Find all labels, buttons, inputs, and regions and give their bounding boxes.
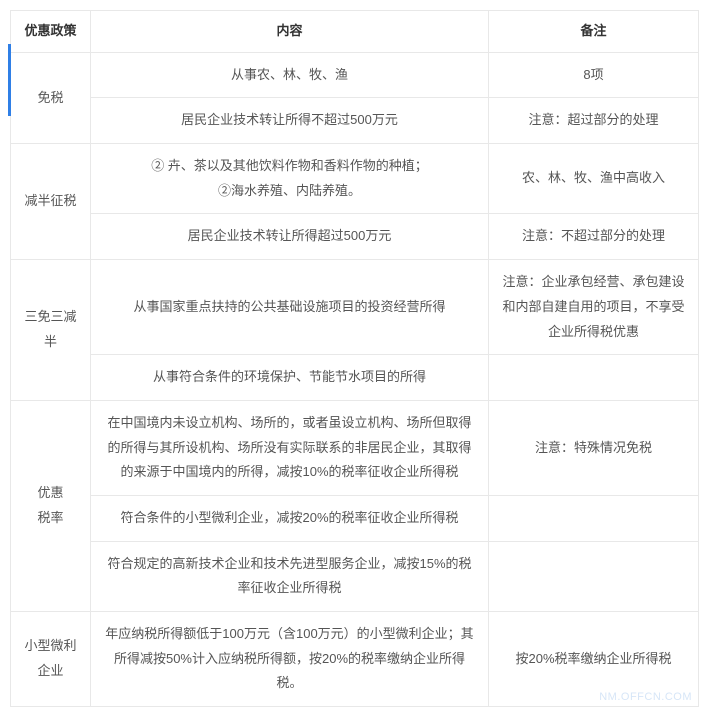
policy-cell: 免税 bbox=[11, 52, 91, 143]
policy-cell: 三免三减半 bbox=[11, 260, 91, 401]
table-row: 减半征税 ② 卉、茶以及其他饮料作物和香料作物的种植；②海水养殖、内陆养殖。 农… bbox=[11, 144, 699, 214]
note-cell: 注意：特殊情况免税 bbox=[489, 400, 699, 495]
content-cell: ② 卉、茶以及其他饮料作物和香料作物的种植；②海水养殖、内陆养殖。 bbox=[91, 144, 489, 214]
table-row: 小型微利企业 年应纳税所得额低于100万元（含100万元）的小型微利企业；其所得… bbox=[11, 612, 699, 707]
content-cell: 符合规定的高新技术企业和技术先进型服务企业，减按15%的税率征收企业所得税 bbox=[91, 541, 489, 611]
note-cell bbox=[489, 355, 699, 401]
header-note: 备注 bbox=[489, 11, 699, 53]
content-cell: 在中国境内未设立机构、场所的，或者虽设立机构、场所但取得的所得与其所设机构、场所… bbox=[91, 400, 489, 495]
content-cell: 从事国家重点扶持的公共基础设施项目的投资经营所得 bbox=[91, 260, 489, 355]
content-cell: 从事符合条件的环境保护、节能节水项目的所得 bbox=[91, 355, 489, 401]
table-row: 居民企业技术转让所得超过500万元 注意：不超过部分的处理 bbox=[11, 214, 699, 260]
table-header-row: 优惠政策 内容 备注 bbox=[11, 11, 699, 53]
table-row: 优惠税率 在中国境内未设立机构、场所的，或者虽设立机构、场所但取得的所得与其所设… bbox=[11, 400, 699, 495]
note-cell: 8项 bbox=[489, 52, 699, 98]
table-row: 三免三减半 从事国家重点扶持的公共基础设施项目的投资经营所得 注意：企业承包经营… bbox=[11, 260, 699, 355]
note-cell: 注意：超过部分的处理 bbox=[489, 98, 699, 144]
accent-bar bbox=[8, 44, 11, 116]
policy-table: 优惠政策 内容 备注 免税 从事农、林、牧、渔 8项 居民企业技术转让所得不超过… bbox=[10, 10, 699, 707]
content-cell: 居民企业技术转让所得超过500万元 bbox=[91, 214, 489, 260]
content-cell: 从事农、林、牧、渔 bbox=[91, 52, 489, 98]
policy-table-wrap: 优惠政策 内容 备注 免税 从事农、林、牧、渔 8项 居民企业技术转让所得不超过… bbox=[10, 10, 698, 707]
content-cell: 符合条件的小型微利企业，减按20%的税率征收企业所得税 bbox=[91, 495, 489, 541]
policy-cell: 减半征税 bbox=[11, 144, 91, 260]
note-cell: 注意：企业承包经营、承包建设和内部自建自用的项目，不享受企业所得税优惠 bbox=[489, 260, 699, 355]
table-row: 免税 从事农、林、牧、渔 8项 bbox=[11, 52, 699, 98]
header-content: 内容 bbox=[91, 11, 489, 53]
table-row: 符合条件的小型微利企业，减按20%的税率征收企业所得税 bbox=[11, 495, 699, 541]
policy-cell: 小型微利企业 bbox=[11, 612, 91, 707]
content-cell: 年应纳税所得额低于100万元（含100万元）的小型微利企业；其所得减按50%计入… bbox=[91, 612, 489, 707]
table-row: 居民企业技术转让所得不超过500万元 注意：超过部分的处理 bbox=[11, 98, 699, 144]
header-policy: 优惠政策 bbox=[11, 11, 91, 53]
watermark: NM.OFFCN.COM bbox=[599, 691, 692, 703]
table-row: 符合规定的高新技术企业和技术先进型服务企业，减按15%的税率征收企业所得税 bbox=[11, 541, 699, 611]
policy-cell: 优惠税率 bbox=[11, 400, 91, 611]
note-cell bbox=[489, 541, 699, 611]
content-cell: 居民企业技术转让所得不超过500万元 bbox=[91, 98, 489, 144]
note-cell bbox=[489, 495, 699, 541]
note-cell: 注意：不超过部分的处理 bbox=[489, 214, 699, 260]
note-cell: 农、林、牧、渔中高收入 bbox=[489, 144, 699, 214]
table-row: 从事符合条件的环境保护、节能节水项目的所得 bbox=[11, 355, 699, 401]
